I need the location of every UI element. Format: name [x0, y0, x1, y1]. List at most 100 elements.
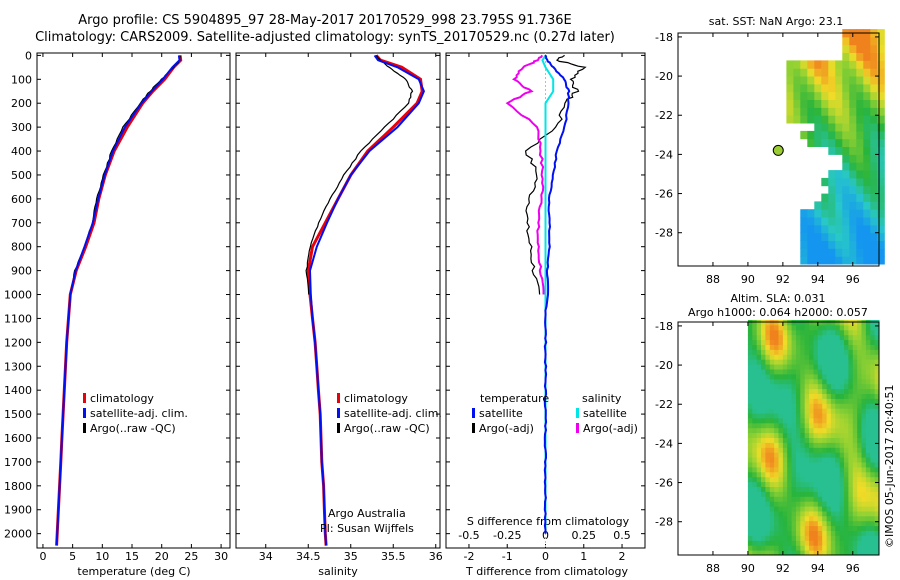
sst-cell [863, 138, 871, 147]
sla-cell [747, 417, 753, 424]
sla-cell [782, 530, 788, 536]
sla-cell [830, 339, 836, 345]
sst-cell [793, 91, 801, 100]
sla-cell [804, 442, 810, 448]
sla-cell [778, 378, 784, 385]
sla-cell [778, 491, 784, 497]
sla-cell [835, 442, 841, 448]
sla-cell [804, 320, 810, 326]
sla-cell [752, 349, 758, 355]
sla-cell [765, 442, 771, 448]
sla-cell [822, 462, 828, 468]
sla-cell [874, 320, 880, 326]
sla-cell [844, 334, 849, 341]
sla-cell [870, 491, 876, 497]
sla-cell [817, 364, 823, 370]
sst-cell [863, 201, 871, 210]
sla-cell [839, 550, 845, 556]
sla-cell [791, 501, 797, 507]
sla-cell [769, 462, 775, 468]
sla-cell [870, 501, 876, 507]
sla-cell [844, 398, 849, 404]
sst-cell [786, 91, 794, 100]
sla-cell [791, 324, 797, 331]
sla-cell [817, 491, 823, 497]
sla-cell [813, 486, 819, 492]
temperature-legend-swatch [83, 423, 86, 433]
sla-cell [839, 540, 845, 546]
sla-cell [765, 334, 771, 341]
sla-cell [800, 393, 806, 399]
sla-cell [865, 530, 871, 536]
temperature-legend-swatch [83, 393, 86, 403]
sla-cell [804, 422, 810, 429]
sla-cell [817, 462, 823, 468]
sla-cell [782, 334, 788, 341]
sla-cell [769, 501, 775, 507]
sla-cell [830, 383, 836, 390]
sst-cell [877, 201, 885, 210]
sla-cell [870, 510, 876, 517]
sst-cell [856, 248, 864, 257]
sst-cell [835, 138, 843, 147]
sla-cell [778, 324, 784, 331]
sla-cell [761, 520, 766, 527]
sla-cell [857, 535, 863, 541]
sla-cell [752, 369, 758, 375]
sla-cell [817, 525, 823, 531]
sla-cell [769, 471, 775, 478]
sla-cell [857, 550, 863, 556]
sla-cell [874, 324, 880, 331]
sla-cell [787, 349, 793, 355]
sla-cell [796, 364, 801, 370]
sla-cell [800, 501, 806, 507]
sla-cell [830, 334, 836, 341]
sst-cell [863, 193, 871, 202]
sla-cell [796, 383, 801, 390]
sla-cell [765, 403, 771, 409]
sla-cell [861, 354, 867, 360]
sst-cell [807, 209, 815, 218]
sla-cell [752, 442, 758, 448]
sst-cell [807, 240, 815, 249]
sla-cell [761, 320, 766, 326]
sla-cell [804, 334, 810, 341]
sla-cell [752, 457, 758, 463]
sla-cell [852, 393, 858, 399]
sla-cell [830, 398, 836, 404]
sla-map-lon-label: 90 [741, 562, 755, 575]
sla-cell [787, 320, 793, 326]
sla-cell [861, 398, 867, 404]
sla-cell [848, 540, 854, 546]
sla-cell [809, 403, 814, 409]
sla-cell [874, 369, 880, 375]
temperature-tick-label: 25 [184, 550, 198, 563]
sla-cell [752, 388, 758, 394]
sla-cell [752, 329, 758, 336]
salinity-tick-label: 34 [259, 550, 273, 563]
sla-cell [752, 354, 758, 360]
sla-cell [844, 388, 849, 394]
sla-cell [782, 486, 788, 492]
sst-cell [842, 224, 850, 234]
sla-cell [844, 408, 849, 414]
sla-cell [765, 496, 771, 502]
sla-cell [848, 491, 854, 497]
sla-cell [848, 393, 854, 399]
sla-cell [874, 510, 880, 517]
sla-cell [813, 432, 819, 438]
sla-cell [822, 506, 828, 512]
sla-cell [782, 510, 788, 517]
sla-cell [761, 324, 766, 331]
sla-cell [874, 427, 880, 434]
sla-cell [756, 545, 762, 551]
sla-cell [822, 437, 828, 443]
sla-cell [765, 457, 771, 463]
sst-map-cells [786, 29, 885, 265]
figure-title-line2: Climatology: CARS2009. Satellite-adjuste… [35, 30, 615, 45]
sal-satellite-line [308, 54, 425, 546]
sla-cell [822, 491, 828, 497]
sla-cell [830, 378, 836, 385]
sst-cell [786, 115, 794, 124]
sla-cell [874, 373, 880, 380]
